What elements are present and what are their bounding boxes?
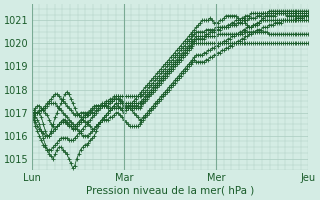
X-axis label: Pression niveau de la mer( hPa ): Pression niveau de la mer( hPa )	[86, 186, 254, 196]
